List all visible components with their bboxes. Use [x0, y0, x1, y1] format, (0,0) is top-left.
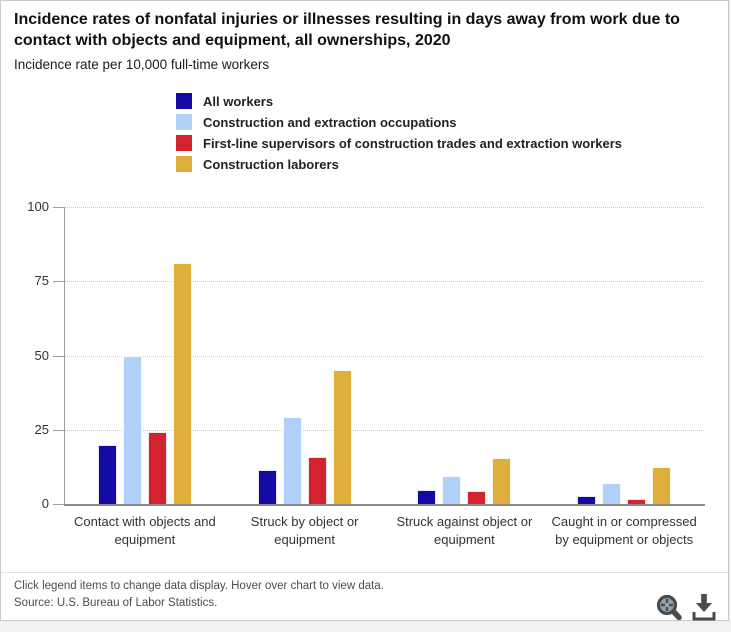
x-category-label: Struck against object or equipment	[396, 514, 533, 547]
zoom-icon[interactable]	[655, 594, 685, 622]
bar-all-workers[interactable]	[257, 470, 277, 504]
download-icon[interactable]	[689, 590, 719, 622]
legend-item[interactable]: All workers	[176, 93, 622, 109]
bar-first-line-supervisors[interactable]	[307, 457, 327, 504]
bar-all-workers[interactable]	[417, 490, 437, 504]
x-axis-line	[64, 504, 705, 506]
bar-construction-laborers[interactable]	[652, 467, 672, 504]
legend-item[interactable]: First-line supervisors of construction t…	[176, 135, 622, 151]
gridline	[65, 355, 704, 357]
bar-construction-and[interactable]	[282, 416, 302, 504]
gridline	[65, 207, 704, 208]
bar-first-line-supervisors[interactable]	[627, 499, 647, 504]
bar-construction-laborers[interactable]	[492, 458, 512, 504]
bar-group	[225, 370, 385, 504]
chart-subtitle: Incidence rate per 10,000 full-time work…	[14, 57, 270, 72]
plot-area	[65, 207, 704, 504]
footer-source: Source: U.S. Bureau of Labor Statistics.	[14, 597, 218, 609]
bar-construction-laborers[interactable]	[172, 263, 192, 504]
gridline	[65, 429, 704, 431]
x-category-label: Struck by object or equipment	[250, 514, 359, 547]
x-category-label: Caught in or compressed by equipment or …	[551, 514, 697, 547]
bar-construction-laborers[interactable]	[332, 370, 352, 504]
gridline	[65, 281, 704, 283]
legend-swatch	[176, 114, 192, 130]
bar-all-workers[interactable]	[577, 495, 597, 504]
y-tick-label: 25	[34, 421, 49, 437]
chart-title: Incidence rates of nonfatal injuries or …	[14, 11, 680, 49]
legend-label: Construction laborers	[203, 156, 339, 172]
x-category-label: Contact with objects and equipment	[74, 514, 216, 547]
y-tick-label: 0	[41, 496, 49, 511]
legend-label: Construction and extraction occupations	[203, 114, 457, 130]
y-tick-mark	[53, 504, 64, 505]
footer-note: Click legend items to change data displa…	[14, 580, 384, 592]
bar-construction-and[interactable]	[442, 476, 462, 504]
bar-first-line-supervisors[interactable]	[147, 431, 167, 504]
legend-swatch	[176, 135, 192, 151]
y-axis-line	[64, 207, 65, 505]
chart-panel: Incidence rates of nonfatal injuries or …	[0, 0, 729, 621]
y-tick-label: 50	[34, 347, 49, 363]
bar-construction-and[interactable]	[122, 356, 142, 504]
y-tick-mark	[53, 207, 64, 208]
bar-all-workers[interactable]	[97, 444, 117, 504]
bar-group	[385, 458, 545, 504]
legend: All workers Construction and extraction o…	[176, 93, 622, 177]
y-tick-label: 75	[34, 273, 49, 289]
legend-item[interactable]: Construction laborers	[176, 156, 622, 172]
bar-construction-and[interactable]	[602, 482, 622, 504]
footer-divider	[1, 572, 728, 573]
legend-label: All workers	[203, 93, 274, 109]
legend-swatch	[176, 156, 192, 172]
legend-swatch	[176, 93, 192, 109]
y-tick-mark	[53, 281, 64, 283]
legend-label: First-line supervisors of construction t…	[203, 135, 622, 151]
bar-group	[65, 263, 225, 504]
bar-first-line-supervisors[interactable]	[467, 491, 487, 504]
y-tick-label: 100	[27, 199, 49, 214]
y-tick-mark	[53, 429, 64, 431]
y-tick-mark	[53, 355, 64, 357]
bar-group	[544, 467, 704, 504]
legend-item[interactable]: Construction and extraction occupations	[176, 114, 622, 130]
